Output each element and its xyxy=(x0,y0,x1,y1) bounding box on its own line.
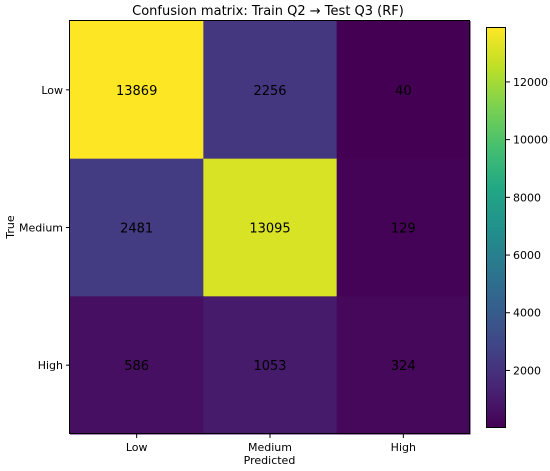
x-axis-ticks: Low Medium High xyxy=(126,434,416,454)
colorbar-tick-label: 4000 xyxy=(513,307,541,320)
x-tick-label: Low xyxy=(126,441,148,454)
cell-value-label: 324 xyxy=(391,359,416,374)
x-tick-label: High xyxy=(391,441,416,454)
heatmap-cell xyxy=(203,296,338,435)
x-tick-label: Medium xyxy=(248,441,292,454)
cell-value-label: 129 xyxy=(391,222,416,237)
cell-value-label: 13095 xyxy=(249,222,290,237)
x-axis-label: Predicted xyxy=(244,454,296,467)
colorbar-tick-label: 6000 xyxy=(513,249,541,262)
y-tick-label: Medium xyxy=(19,222,63,235)
cell-value-label: 13869 xyxy=(116,84,157,99)
cell-value-label: 1053 xyxy=(253,359,286,374)
cell-value-label: 586 xyxy=(124,359,149,374)
colorbar-tick-label: 10000 xyxy=(513,134,548,147)
heatmap-cell xyxy=(70,296,204,435)
heatmap-cell xyxy=(70,21,204,160)
colorbar xyxy=(486,27,506,428)
heatmap-cell xyxy=(336,296,471,435)
colorbar-tick-label: 2000 xyxy=(513,364,541,377)
y-tick-label: Low xyxy=(41,84,63,97)
heatmap-cell-labels: 13869 2256 40 2481 13095 129 586 1053 324 xyxy=(116,84,416,374)
heatmap-cell xyxy=(336,158,471,297)
y-axis-label: True xyxy=(4,215,17,240)
y-tick-label: High xyxy=(38,359,63,372)
chart-title: Confusion matrix: Train Q2 → Test Q3 (RF… xyxy=(132,4,404,19)
colorbar-tick-label: 12000 xyxy=(513,76,548,89)
heatmap-cell xyxy=(70,158,204,297)
heatmap-cell xyxy=(203,21,338,160)
y-axis-ticks: Low Medium High xyxy=(19,84,70,372)
cell-value-label: 2256 xyxy=(253,84,286,99)
colorbar-tick-label: 8000 xyxy=(513,191,541,204)
heatmap-cell xyxy=(203,158,338,297)
heatmap-cell xyxy=(336,21,471,160)
cell-value-label: 40 xyxy=(395,84,412,99)
cell-value-label: 2481 xyxy=(120,222,153,237)
heatmap-cells xyxy=(70,21,471,435)
colorbar-ticks: 2000 4000 6000 8000 10000 12000 xyxy=(506,76,548,377)
